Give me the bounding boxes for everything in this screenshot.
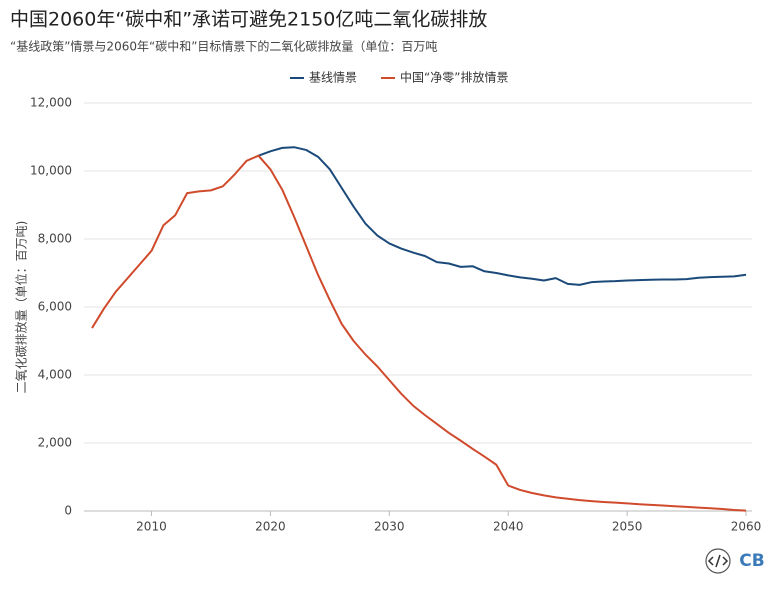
legend-label: 中国“净零”排放情景 (400, 70, 508, 85)
y-tick-label: 0 (64, 504, 72, 518)
x-tick-label: 2050 (612, 520, 643, 534)
embed-icon[interactable] (705, 548, 731, 574)
x-tick-label: 2010 (136, 520, 167, 534)
series-line (258, 146, 747, 286)
y-tick-label: 4,000 (38, 368, 72, 382)
y-axis-label: 二氧化碳排放量（单位：百万吨) (14, 221, 29, 394)
y-tick-label: 6,000 (38, 300, 72, 314)
y-tick-label: 10,000 (30, 164, 72, 178)
logo: CB (739, 551, 764, 571)
legend-label: 基线情景 (309, 71, 357, 85)
series-line (91, 154, 747, 512)
y-tick-label: 12,000 (30, 96, 72, 110)
icon-circle (705, 548, 731, 574)
y-tick-label: 8,000 (38, 232, 72, 246)
x-tick-label: 2040 (493, 520, 524, 534)
x-tick-label: 2060 (731, 520, 762, 534)
chart-title: 中国2060年“碳中和”承诺可避免2150亿吨二氧化碳排放 (10, 9, 487, 31)
icon-glyph (707, 554, 729, 568)
chart-subtitle: “基线政策”情景与2060年“碳中和”目标情景下的二氧化碳排放量（单位：百万吨 (10, 39, 437, 54)
x-tick-label: 2030 (374, 520, 405, 534)
x-tick-label: 2020 (255, 520, 286, 534)
y-tick-label: 2,000 (38, 436, 72, 450)
